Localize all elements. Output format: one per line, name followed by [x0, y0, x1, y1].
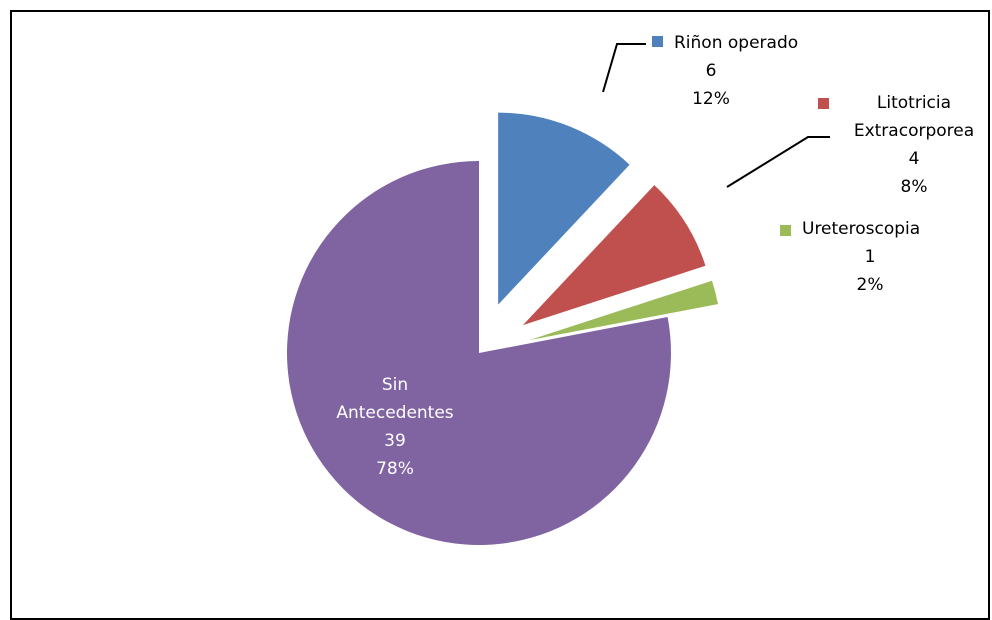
data-label-litotricia-extracorporea-line-2: Extracorporea [854, 121, 974, 141]
legend-key-litotricia-extracorporea [818, 98, 829, 109]
data-label-rinon-operado-line-1: Riñon operado [674, 33, 798, 53]
data-label-ureteroscopia-line-3: 2% [857, 275, 884, 295]
data-label-litotricia-extracorporea-line-1: Litotricia [877, 93, 951, 113]
leader-line-rinon-operado [602, 43, 646, 93]
data-label-ureteroscopia-line-2: 1 [865, 247, 876, 267]
legend-key-ureteroscopia [780, 225, 791, 236]
data-label-litotricia-extracorporea-line-4: 8% [901, 177, 928, 197]
data-label-litotricia-extracorporea-line-3: 4 [909, 149, 920, 169]
legend-key-rinon-operado [652, 36, 663, 47]
data-label-sin-antecedentes-line-4: 78% [376, 459, 414, 479]
data-label-ureteroscopia-line-1: Ureteroscopia [802, 219, 920, 239]
data-label-sin-antecedentes-line-2: Antecedentes [336, 403, 453, 423]
data-label-rinon-operado-line-2: 6 [706, 61, 717, 81]
pie-slice-rinon-operado [498, 112, 630, 305]
data-label-sin-antecedentes-line-1: Sin [382, 375, 408, 395]
leader-line-litotricia-extracorporea [726, 136, 830, 188]
pie-slice-litotricia-extracorporea [522, 185, 706, 326]
data-label-rinon-operado-line-3: 12% [692, 89, 730, 109]
pie-slice-sin-antecedentes [287, 161, 671, 546]
pie-slice-ureteroscopia [529, 280, 718, 341]
data-label-sin-antecedentes-line-3: 39 [384, 431, 406, 451]
